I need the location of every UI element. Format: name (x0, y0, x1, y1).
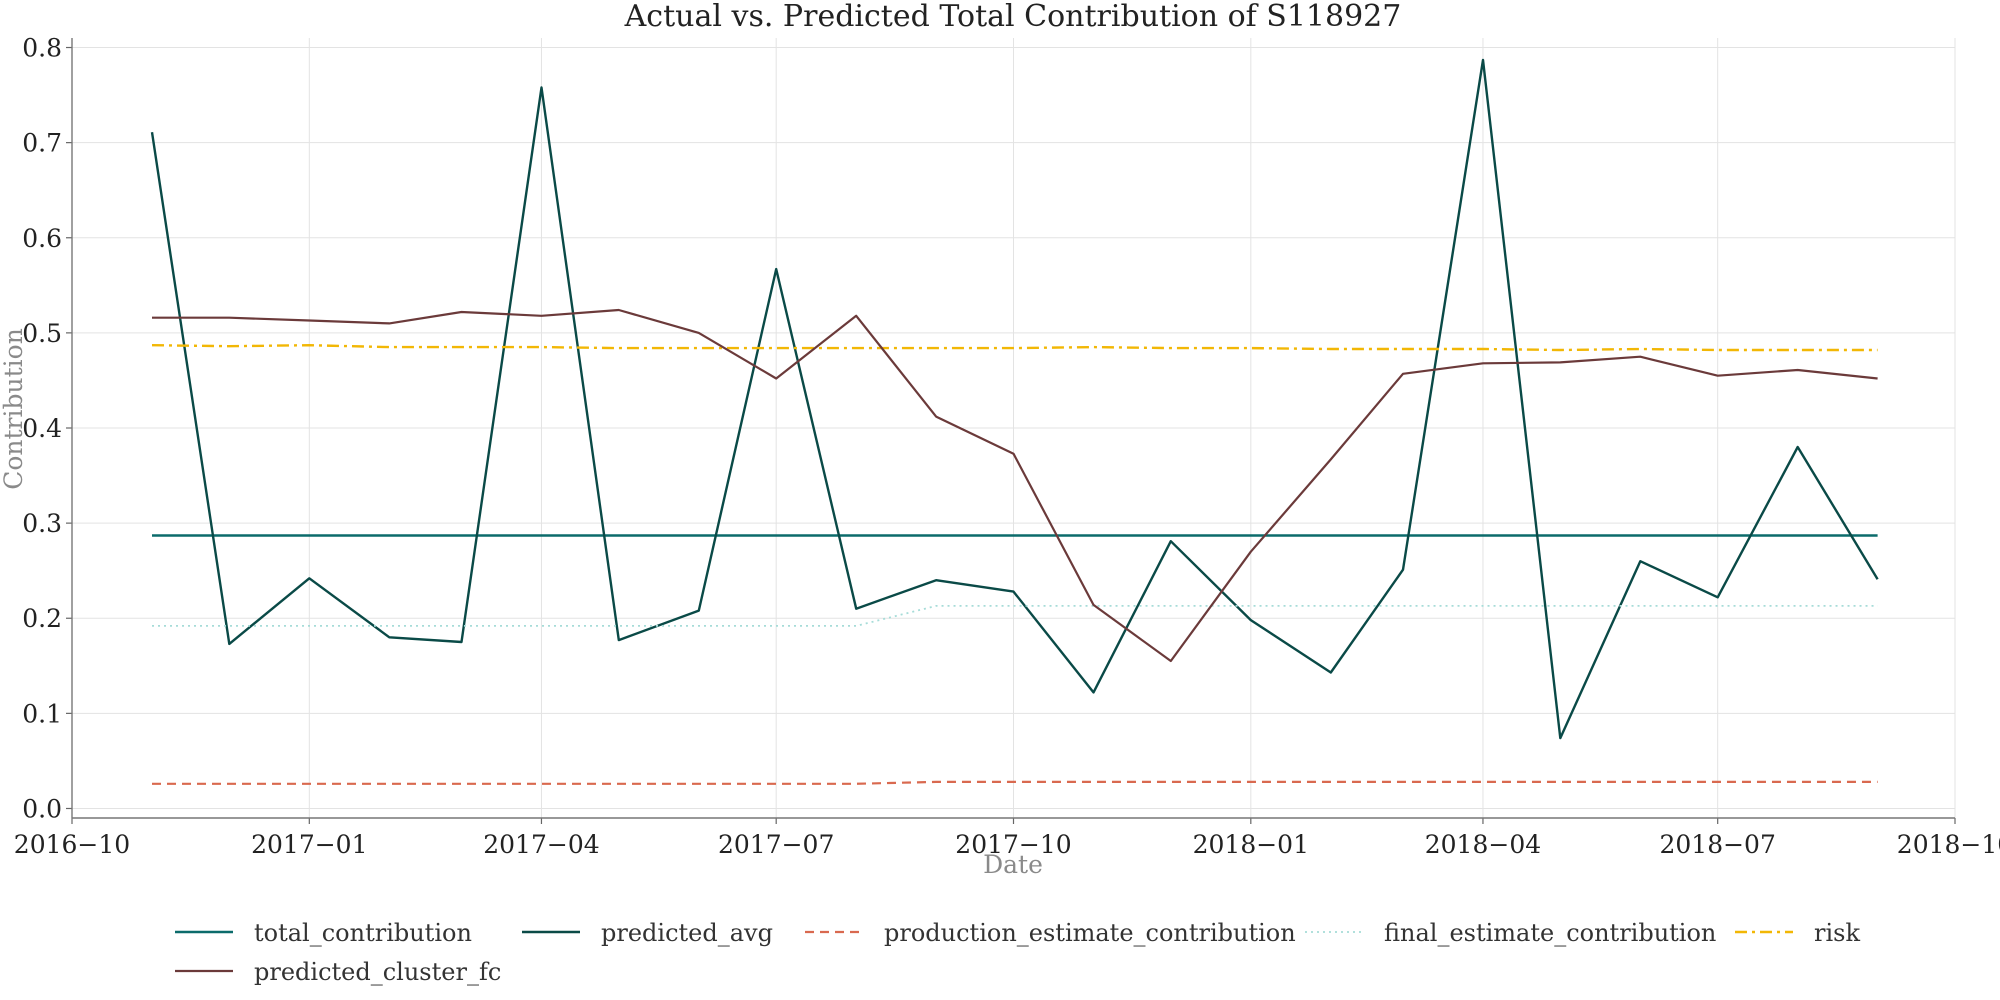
y-tick-label: 0.4 (22, 414, 62, 443)
series-lines (150, 58, 1879, 785)
y-tick-labels: 0.0 0.1 0.2 0.3 0.4 0.5 0.6 0.7 0.8 (22, 34, 62, 824)
legend-label: predicted_cluster_fc (254, 958, 501, 986)
y-tick-label: 0.0 (22, 794, 62, 823)
legend-label: risk (1814, 919, 1860, 947)
y-tick-label: 0.8 (22, 34, 62, 63)
x-tick-label: 2017−04 (483, 830, 599, 859)
x-tick-label: 2018−04 (1425, 830, 1541, 859)
series-line-predicted-cluster-fc (152, 308, 1878, 663)
x-axis-label: Date (983, 850, 1043, 879)
series-line-production-estimate-contribution (152, 780, 1878, 785)
chart-title: Actual vs. Predicted Total Contribution … (624, 0, 1402, 34)
legend-label: final_estimate_contribution (1384, 919, 1716, 947)
y-tick-label: 0.3 (22, 509, 62, 538)
legend-label: production_estimate_contribution (884, 919, 1296, 947)
series-line-predicted-avg (150, 58, 1879, 740)
y-axis-label: Contribution (0, 328, 28, 490)
x-tick-label: 2018−07 (1659, 830, 1775, 859)
x-tick-labels: 2016−10 2017−01 2017−04 2017−07 2017−10 2018−… (14, 830, 2000, 859)
x-tick-label: 2017−07 (718, 830, 834, 859)
legend-label: predicted_avg (601, 919, 773, 947)
y-tick-label: 0.7 (22, 129, 62, 158)
x-tick-label: 2018−10 (1897, 830, 2000, 859)
y-tick-label: 0.1 (22, 699, 62, 728)
x-tick-label: 2017−10 (955, 830, 1071, 859)
x-tick-label: 2018−01 (1193, 830, 1309, 859)
legend-label: total_contribution (254, 919, 472, 947)
series-line-risk (151, 344, 1878, 352)
axes (66, 38, 1956, 824)
x-tick-label: 2016−10 (14, 830, 130, 859)
legend: total_contribution predicted_avg productio… (175, 919, 1860, 986)
grid (71, 38, 1956, 818)
y-tick-label: 0.2 (22, 604, 62, 633)
y-tick-label: 0.6 (22, 224, 62, 253)
y-tick-label: 0.5 (22, 319, 62, 348)
x-tick-label: 2017−01 (251, 830, 367, 859)
